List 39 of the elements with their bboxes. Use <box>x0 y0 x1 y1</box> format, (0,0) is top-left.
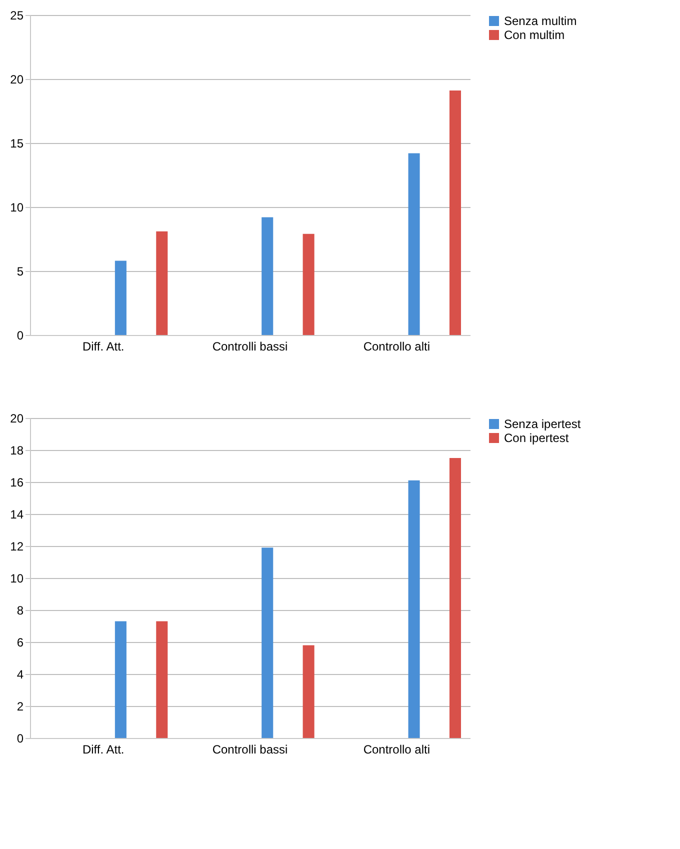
x-tick-label: Controllo alti <box>363 742 430 756</box>
y-tick-label: 6 <box>16 636 24 650</box>
x-tick-label: Controlli bassi <box>212 340 288 354</box>
bar <box>156 621 168 738</box>
y-tick-label: 15 <box>10 136 24 150</box>
y-tick-label: 2 <box>16 700 24 714</box>
y-tick-label: 4 <box>16 668 24 682</box>
y-tick-label: 14 <box>10 508 24 522</box>
legend-label: Senza ipertest <box>504 417 582 431</box>
y-tick-label: 8 <box>16 604 24 618</box>
y-tick-label: 12 <box>10 540 24 554</box>
bar <box>302 234 314 335</box>
y-tick-label: 10 <box>10 200 24 214</box>
legend-label: Senza multim <box>504 14 577 28</box>
bar <box>449 90 461 335</box>
y-tick-label: 10 <box>10 572 24 586</box>
y-tick-label: 25 <box>10 8 24 22</box>
y-tick-label: 0 <box>16 732 24 746</box>
bar <box>408 480 420 738</box>
bar <box>262 217 274 335</box>
y-tick-label: 20 <box>10 412 24 426</box>
x-tick-label: Controlli bassi <box>212 742 288 756</box>
bar <box>114 260 126 335</box>
y-tick-label: 18 <box>10 444 24 458</box>
legend-label: Con ipertest <box>504 431 570 445</box>
x-tick-label: Diff. Att. <box>82 340 124 354</box>
legend-label: Con multim <box>504 28 565 42</box>
bar <box>408 153 420 335</box>
y-tick-label: 20 <box>10 72 24 86</box>
bar <box>449 458 461 738</box>
y-tick-label: 0 <box>16 328 24 342</box>
x-tick-label: Diff. Att. <box>82 742 124 756</box>
bar <box>114 621 126 738</box>
bar <box>262 548 274 738</box>
x-tick-label: Controllo alti <box>363 340 430 354</box>
y-tick-label: 5 <box>16 264 24 278</box>
bar <box>156 231 168 335</box>
bar <box>302 645 314 738</box>
y-tick-label: 16 <box>10 476 24 490</box>
